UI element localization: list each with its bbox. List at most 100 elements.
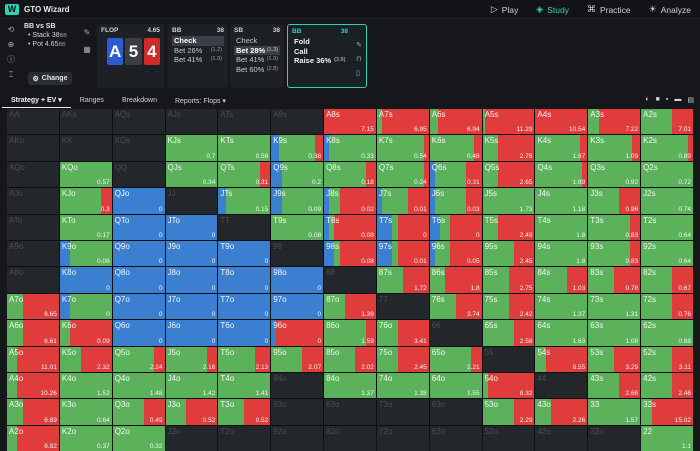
- hand-cell[interactable]: 42o: [535, 425, 588, 451]
- hand-cell[interactable]: 72s 0.76: [641, 293, 693, 320]
- hand-cell[interactable]: 83o: [324, 399, 376, 425]
- hand-cell[interactable]: Q7o 0: [112, 293, 165, 320]
- hand-cell[interactable]: 97s 0.01: [376, 240, 429, 267]
- hand-cell[interactable]: T5o 2.13: [218, 346, 271, 372]
- hand-cell[interactable]: 85s 2.75: [482, 267, 535, 293]
- hand-cell[interactable]: T4o 1.41: [218, 372, 271, 399]
- hand-cell[interactable]: QTs 0.31: [218, 161, 271, 188]
- hand-cell[interactable]: 52s 3.11: [641, 346, 693, 372]
- hand-cell[interactable]: 87o 1.39: [324, 293, 376, 320]
- hand-cell[interactable]: ATo: [7, 214, 59, 240]
- hand-cell[interactable]: QJs 0.34: [165, 161, 218, 188]
- hand-cell[interactable]: J5o 2.16: [165, 346, 218, 372]
- hand-cell[interactable]: JJ: [165, 188, 218, 214]
- contrast-icon[interactable]: ◐: [645, 96, 650, 103]
- hand-cell[interactable]: J2s 0.74: [641, 188, 693, 214]
- calculator-icon[interactable]: ▦: [83, 45, 91, 54]
- hand-cell[interactable]: T5s 2.49: [482, 214, 535, 240]
- hand-cell[interactable]: 98o 0: [271, 267, 324, 293]
- hand-cell[interactable]: A2o 6.82: [7, 425, 59, 451]
- action-bet[interactable]: Bet 26% (1.2): [174, 45, 222, 55]
- hand-cell[interactable]: 88: [324, 267, 376, 293]
- hand-cell[interactable]: 72o: [376, 425, 429, 451]
- action-check[interactable]: Check: [172, 36, 224, 46]
- hand-cell[interactable]: J5s 1.73: [482, 188, 535, 214]
- hand-cell[interactable]: J9o 0: [165, 240, 218, 267]
- hand-cell[interactable]: 75o 2.45: [376, 346, 429, 372]
- hand-cell[interactable]: JTs 0.15: [218, 188, 271, 214]
- hand-cell[interactable]: Q2s 0.72: [641, 161, 693, 188]
- hand-cell[interactable]: 62o: [429, 425, 482, 451]
- hand-cell[interactable]: A8s 7.15: [324, 109, 376, 135]
- hand-cell[interactable]: 99: [271, 240, 324, 267]
- hand-cell[interactable]: 43o 2.26: [535, 399, 588, 425]
- hand-cell[interactable]: QQ: [112, 161, 165, 188]
- nav-practice[interactable]: ⌘ Practice: [578, 0, 640, 19]
- hand-cell[interactable]: KJs 0.7: [165, 135, 218, 161]
- hand-cell[interactable]: T9s 0.08: [271, 214, 324, 240]
- hand-cell[interactable]: Q8s 0.18: [324, 161, 376, 188]
- hand-cell[interactable]: 74o 1.38: [376, 372, 429, 399]
- tab-breakdown[interactable]: Breakdown: [121, 97, 157, 104]
- hand-cell[interactable]: KJo 0.3: [59, 188, 112, 214]
- hand-cell[interactable]: 53s 3.29: [588, 346, 641, 372]
- hand-cell[interactable]: T2s 0.64: [641, 214, 693, 240]
- tab-reports-flops[interactable]: Reports: Flops ▾: [174, 97, 226, 105]
- hand-cell[interactable]: KTo 0.17: [59, 214, 112, 240]
- hand-cell[interactable]: 84s 1.03: [535, 267, 588, 293]
- hand-cell[interactable]: 65o 2.21: [429, 346, 482, 372]
- change-button[interactable]: ⚙ Change: [28, 72, 72, 85]
- hand-cell[interactable]: 95o 2.07: [271, 346, 324, 372]
- hand-cell[interactable]: A3s 7.22: [588, 109, 641, 135]
- reset-icon[interactable]: ⟲: [7, 25, 15, 34]
- action-bet[interactable]: Bet 41% (1.9): [174, 55, 222, 64]
- small-square-icon[interactable]: ▪: [665, 96, 669, 103]
- hand-cell[interactable]: 82o: [324, 425, 376, 451]
- hand-cell[interactable]: K9o 0.06: [59, 240, 112, 267]
- hand-cell[interactable]: T9o 0: [218, 240, 271, 267]
- hand-cell[interactable]: 62s 0.88: [641, 320, 693, 346]
- hand-cell[interactable]: K3o 0.64: [59, 399, 112, 425]
- pencil-icon[interactable]: ✎: [356, 42, 362, 49]
- hand-cell[interactable]: 44: [535, 372, 588, 399]
- hand-cell[interactable]: 64o 1.55: [429, 372, 482, 399]
- nav-study[interactable]: ◈ Study: [527, 0, 578, 19]
- hand-cell[interactable]: 86o 1.59: [324, 320, 376, 346]
- hand-cell[interactable]: 54o 8.32: [482, 372, 535, 399]
- hand-cell[interactable]: Q5o 2.24: [112, 346, 165, 372]
- action-bet[interactable]: Bet 41% (1.9): [236, 55, 278, 64]
- action-call[interactable]: Call: [294, 46, 308, 56]
- hand-cell[interactable]: 96o 0: [271, 320, 324, 346]
- hand-cell[interactable]: 96s 0.05: [429, 240, 482, 267]
- hand-cell[interactable]: 93o: [271, 399, 324, 425]
- nav-play[interactable]: ▷ Play: [482, 0, 527, 19]
- hand-cell[interactable]: AJs: [165, 109, 218, 135]
- info-icon[interactable]: ⓘ: [7, 55, 15, 64]
- hand-cell[interactable]: 97o 0: [271, 293, 324, 320]
- hand-cell[interactable]: 55: [482, 346, 535, 372]
- hand-cell[interactable]: J7o 0: [165, 293, 218, 320]
- hand-cell[interactable]: 33 1.57: [588, 399, 641, 425]
- hand-cell[interactable]: T7o 0: [218, 293, 271, 320]
- hand-cell[interactable]: T3s 0.83: [588, 214, 641, 240]
- hand-cell[interactable]: TT: [218, 214, 271, 240]
- hand-cell[interactable]: K6s 0.48: [429, 135, 482, 161]
- hand-cell[interactable]: Q6s 0.31: [429, 161, 482, 188]
- hand-cell[interactable]: A9o: [7, 240, 59, 267]
- hand-cell[interactable]: AKo: [7, 135, 59, 161]
- hand-cell[interactable]: 22 1.1: [641, 425, 693, 451]
- hand-cell[interactable]: 92s 0.64: [641, 240, 693, 267]
- hand-cell[interactable]: K8s 0.33: [324, 135, 376, 161]
- hand-cell[interactable]: A4o 10.26: [7, 372, 59, 399]
- nav-analyze[interactable]: ☀ Analyze: [640, 0, 700, 19]
- tab-ranges[interactable]: Ranges: [79, 97, 104, 104]
- hand-cell[interactable]: Q8o 0: [112, 267, 165, 293]
- hand-cell[interactable]: KTs 0.58: [218, 135, 271, 161]
- hand-cell[interactable]: KK: [59, 135, 112, 161]
- hand-cell[interactable]: T8s 0.08: [324, 214, 376, 240]
- grid-icon[interactable]: ▤: [687, 97, 694, 104]
- sb-action-panel[interactable]: SB 38 Check Bet 28% (1.3) Bet 41% (1.9) Bet…: [230, 24, 284, 88]
- hand-cell[interactable]: J3s 0.96: [588, 188, 641, 214]
- hand-cell[interactable]: KQs: [112, 135, 165, 161]
- hand-cell[interactable]: 54s 8.55: [535, 346, 588, 372]
